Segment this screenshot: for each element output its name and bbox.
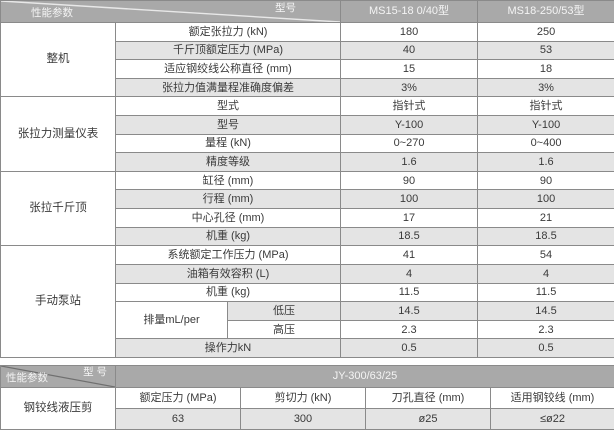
corner-label-model: 型号 [275,3,296,15]
section-label-tension-jack: 张拉千斤顶 [1,171,116,245]
corner-label-performance: 性能参数 [31,8,73,20]
value-cell: 11.5 [478,283,614,302]
table-row: 整机 额定张拉力 (kN) 180 250 [1,23,614,42]
value-cell: 90 [478,171,614,190]
value-cell: 54 [478,246,614,265]
value-cell: 0.5 [341,339,478,358]
param-cell: 额定张拉力 (kN) [116,23,341,42]
value-cell: 2.3 [478,320,614,339]
value-cell: 17 [341,209,478,228]
param-cell: 系统额定工作压力 (MPa) [116,246,341,265]
value-cell: 100 [341,190,478,209]
param-cell: 张拉力值满量程准确度偏差 [116,78,341,97]
value-cell: 0.5 [478,339,614,358]
param-cell-operating-force: 操作力kN [116,339,341,358]
corner-label-model: 型 号 [83,367,107,379]
value-cell: 0~400 [478,134,614,153]
diagonal-header-cell: 性能参数 型 号 [1,366,116,388]
section-label-manual-pump: 手动泵站 [1,246,116,358]
value-cell: 90 [341,171,478,190]
shear-table: 性能参数 型 号 JY-300/63/25 钢铰线液压剪 额定压力 (MPa) … [0,365,614,430]
value-cell: 100 [478,190,614,209]
value-cell: 指针式 [478,97,614,116]
value-cell: 2.3 [341,320,478,339]
value-cell: 180 [341,23,478,42]
value-cell: 18.5 [478,227,614,246]
spec-table-header-row: 性能参数 型号 MS15-18 0/40型 MS18-250/53型 [1,1,614,23]
corner-label-performance: 性能参数 [6,373,48,385]
param-cell: 型号 [116,116,341,135]
value-cell: 0~270 [341,134,478,153]
param-cell: 量程 (kN) [116,134,341,153]
value-cell: 4 [341,264,478,283]
value-cell: 40 [341,41,478,60]
value-cell: 指针式 [341,97,478,116]
spec-table: 性能参数 型号 MS15-18 0/40型 MS18-250/53型 整机 额定… [0,0,614,358]
param-cell: 行程 (mm) [116,190,341,209]
param-cell-flow-rate: 排量mL/per [116,302,228,339]
value-cell: 250 [478,23,614,42]
param-cell: 精度等级 [116,153,341,172]
param-cell: 油箱有效容积 (L) [116,264,341,283]
param-cell: 适应钢绞线公称直径 (mm) [116,60,341,79]
table-row: 张拉力测量仪表 型式 指针式 指针式 [1,97,614,116]
value-cell: 1.6 [478,153,614,172]
shear-table-header-row: 性能参数 型 号 JY-300/63/25 [1,366,614,388]
param-cell: 型式 [116,97,341,116]
param-cell: 机重 (kg) [116,283,341,302]
value-cell: 300 [241,409,366,430]
model-column-header-2: MS18-250/53型 [478,1,614,23]
value-cell: 14.5 [478,302,614,321]
value-cell: 41 [341,246,478,265]
value-cell: ø25 [366,409,491,430]
value-cell: ≤ø22 [491,409,614,430]
value-cell: 3% [478,78,614,97]
value-cell: 18.5 [341,227,478,246]
value-cell: Y-100 [478,116,614,135]
value-cell: 14.5 [341,302,478,321]
value-cell: 15 [341,60,478,79]
sub-param-low-pressure: 低压 [228,302,341,321]
shear-column-header-row: 钢铰线液压剪 额定压力 (MPa) 剪切力 (kN) 刀孔直径 (mm) 适用钢… [1,388,614,409]
value-cell: 3% [341,78,478,97]
value-cell: 53 [478,41,614,60]
section-label-hydraulic-shear: 钢铰线液压剪 [1,388,116,430]
table-row: 手动泵站 系统额定工作压力 (MPa) 41 54 [1,246,614,265]
column-header: 剪切力 (kN) [241,388,366,409]
value-cell: Y-100 [341,116,478,135]
section-label-whole-machine: 整机 [1,23,116,97]
model-column-header-1: MS15-18 0/40型 [341,1,478,23]
param-cell: 中心孔径 (mm) [116,209,341,228]
table-row: 张拉千斤顶 缸径 (mm) 90 90 [1,171,614,190]
param-cell: 千斤顶额定压力 (MPa) [116,41,341,60]
column-header: 刀孔直径 (mm) [366,388,491,409]
section-label-tension-gauge: 张拉力测量仪表 [1,97,116,171]
column-header: 额定压力 (MPa) [116,388,241,409]
param-cell: 机重 (kg) [116,227,341,246]
value-cell: 18 [478,60,614,79]
param-cell: 缸径 (mm) [116,171,341,190]
shear-model-header: JY-300/63/25 [116,366,614,388]
value-cell: 21 [478,209,614,228]
value-cell: 4 [478,264,614,283]
value-cell: 1.6 [341,153,478,172]
column-header: 适用钢铰线 (mm) [491,388,614,409]
value-cell: 11.5 [341,283,478,302]
diagonal-header-cell: 性能参数 型号 [1,1,341,23]
value-cell: 63 [116,409,241,430]
sub-param-high-pressure: 高压 [228,320,341,339]
